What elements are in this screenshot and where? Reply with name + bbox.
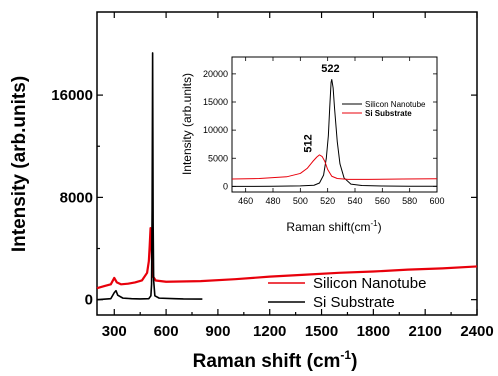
inset-legend: Silicon Nanotube Si Substrate (342, 100, 426, 118)
inset-annotation-peak-512: 512 (302, 134, 314, 152)
inset-y-tick-label: 0 (223, 181, 228, 191)
main-y-tick-label: 16000 (51, 87, 93, 104)
inset-y-tick-label: 15000 (203, 97, 228, 107)
inset-plot-background (232, 57, 437, 192)
main-plot-frame (96, 11, 478, 316)
main-series-group (96, 52, 478, 301)
inset-x-axis-label-tail: ) (378, 220, 382, 234)
inset-x-tick-label: 540 (347, 196, 362, 206)
inset-x-tick-label: 600 (429, 196, 444, 206)
main-x-axis-label-text: Raman shift (cm (193, 351, 341, 372)
inset-y-tick-label: 20000 (203, 69, 228, 79)
main-x-axis-label-tail: ) (351, 351, 357, 372)
inset-x-axis-label-sup: -1 (370, 219, 378, 228)
main-x-tick-label: 1500 (305, 323, 338, 340)
main-x-tick-label: 2100 (408, 323, 441, 340)
main-legend: Silicon Nanotube Si Substrate (268, 275, 426, 311)
main-series-line-si-substrate (96, 52, 203, 301)
inset-legend-label-silicon-nanotube: Silicon Nanotube (365, 100, 426, 109)
main-x-tick-label: 1800 (357, 323, 390, 340)
main-x-axis-label: Raman shift (cm-1) (193, 348, 358, 372)
main-legend-label-si-substrate: Si Substrate (313, 294, 395, 311)
inset-x-axis-label: Raman shift(cm-1) (286, 219, 381, 234)
main-x-tick-label: 1200 (253, 323, 286, 340)
inset-x-axis-label-text: Raman shift(cm (286, 220, 370, 234)
inset-annotation-peak-522: 522 (321, 63, 339, 75)
inset-x-tick-label: 520 (320, 196, 335, 206)
inset-x-tick-label: 500 (293, 196, 308, 206)
main-y-tick-label: 8000 (60, 189, 93, 206)
inset-series-line-silicon-nanotube (231, 79, 438, 187)
main-y-axis-label-text: Intensity (arb.units) (9, 76, 30, 252)
main-y-axis-label: Intensity (arb.units) (9, 76, 30, 252)
inset-legend-label-si-substrate: Si Substrate (365, 109, 412, 118)
main-legend-label-silicon-nanotube: Silicon Nanotube (313, 275, 426, 292)
inset-series-line-si-substrate (231, 154, 438, 180)
inset-y-axis-label-text: Intensity (arb.units) (180, 73, 194, 175)
main-y-tick-label: 0 (85, 292, 93, 309)
main-x-axis-label-sup: -1 (340, 348, 351, 362)
inset-x-tick-label: 480 (265, 196, 280, 206)
main-x-tick-label: 300 (102, 323, 127, 340)
inset-y-axis-label: Intensity (arb.units) (180, 73, 194, 175)
main-x-tick-label: 2400 (460, 323, 493, 340)
main-x-tick-label: 900 (205, 323, 230, 340)
inset-y-tick-label: 5000 (208, 153, 228, 163)
inset-x-tick-label: 580 (402, 196, 417, 206)
inset-x-tick-label: 460 (238, 196, 253, 206)
main-x-tick-label: 600 (154, 323, 179, 340)
inset-tick-labels: 460 480 500 520 540 560 580 600 0 5000 10000 15000 2… (203, 69, 445, 206)
inset-x-tick-label: 560 (375, 196, 390, 206)
inset-series-group (231, 79, 438, 187)
inset-plot-frame (231, 56, 438, 193)
main-series-line-silicon-nanotube (96, 226, 478, 290)
main-tick-labels: 300 600 900 1200 1500 1800 2100 2400 0 8000 16000 (51, 87, 493, 340)
inset-y-tick-label: 10000 (203, 125, 228, 135)
